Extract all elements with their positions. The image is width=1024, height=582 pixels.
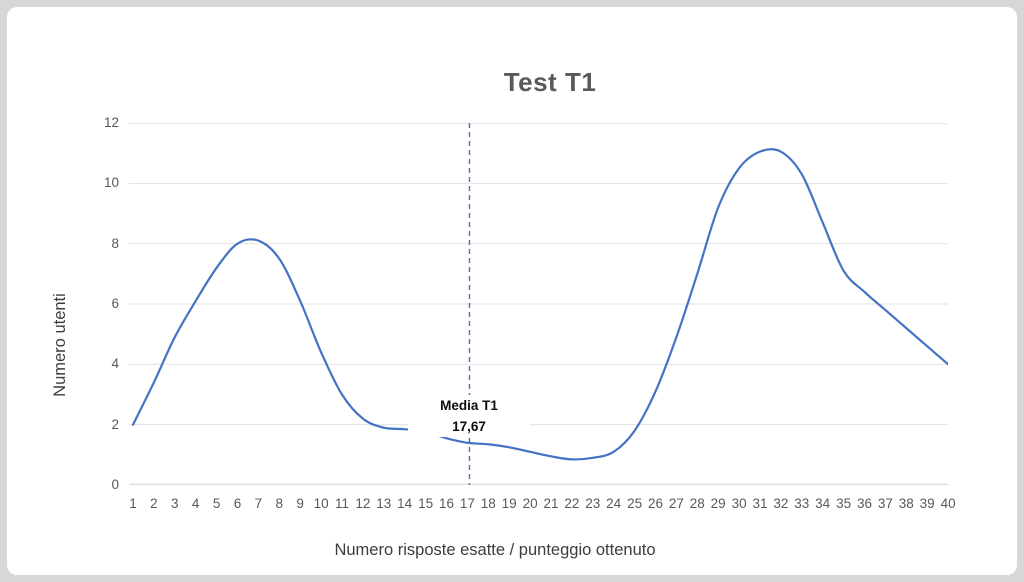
- x-tick-label: 36: [856, 496, 873, 511]
- x-tick-label: 32: [773, 496, 789, 511]
- x-tick-label: 18: [480, 496, 496, 511]
- x-tick-label: 10: [313, 496, 329, 511]
- x-tick-label: 14: [397, 496, 413, 511]
- x-tick-label: 29: [710, 496, 726, 511]
- x-tick-label: 15: [418, 496, 434, 511]
- x-tick-label: 19: [501, 496, 517, 511]
- x-tick-label: 3: [171, 496, 179, 511]
- x-tick-label: 30: [731, 496, 747, 511]
- data-series-line: [131, 148, 948, 461]
- x-tick-label: 7: [254, 496, 263, 511]
- chart-title: Test T1: [503, 67, 597, 97]
- y-tick-label: 2: [111, 416, 119, 432]
- mean-annotation: Media T1 17,67: [408, 395, 530, 437]
- line-chart-plot-area: [129, 123, 948, 485]
- x-tick-label: 27: [668, 496, 684, 511]
- x-tick-label: 37: [877, 496, 893, 511]
- y-tick-label: 12: [103, 115, 119, 130]
- x-tick-label: 9: [296, 496, 304, 511]
- x-tick-label: 8: [275, 496, 284, 511]
- mean-annotation-value: 17,67: [452, 419, 486, 434]
- x-tick-label: 24: [606, 496, 622, 511]
- x-tick-label: 17: [459, 496, 475, 511]
- y-tick-label: 4: [111, 356, 119, 372]
- y-tick-label: 0: [111, 477, 119, 492]
- x-tick-label: 6: [233, 496, 242, 511]
- x-tick-label: 39: [919, 496, 935, 511]
- mean-annotation-label: Media T1: [440, 398, 498, 413]
- x-tick-label: 23: [585, 496, 601, 511]
- x-tick-label: 31: [752, 496, 768, 511]
- gridlines: [129, 123, 948, 485]
- x-tick-label: 1: [129, 496, 137, 511]
- y-tick-label: 10: [103, 175, 119, 191]
- y-axis-title: Numero utenti: [51, 293, 69, 397]
- x-tick-label: 16: [438, 496, 455, 511]
- x-tick-label: 26: [647, 496, 664, 511]
- x-tick-label: 22: [564, 496, 580, 511]
- x-tick-label: 2: [150, 496, 158, 511]
- x-tick-label: 5: [212, 496, 221, 511]
- x-tick-label: 21: [543, 496, 559, 511]
- x-tick-label: 25: [627, 496, 643, 511]
- x-tick-label: 13: [376, 496, 392, 511]
- x-tick-label: 34: [815, 496, 831, 511]
- x-tick-label: 11: [334, 496, 349, 511]
- x-tick-label: 12: [355, 496, 371, 511]
- x-tick-label: 35: [836, 496, 852, 511]
- x-tick-label: 33: [794, 496, 810, 511]
- x-tick-label: 38: [898, 496, 914, 511]
- x-tick-label: 20: [522, 496, 538, 511]
- x-tick-label: 28: [689, 496, 705, 511]
- x-tick-label: 40: [940, 496, 956, 511]
- y-tick-label: 6: [111, 296, 119, 311]
- x-axis-title: Numero risposte esatte / punteggio otten…: [334, 541, 656, 559]
- y-tick-label: 8: [111, 235, 119, 251]
- x-tick-label: 4: [191, 496, 200, 511]
